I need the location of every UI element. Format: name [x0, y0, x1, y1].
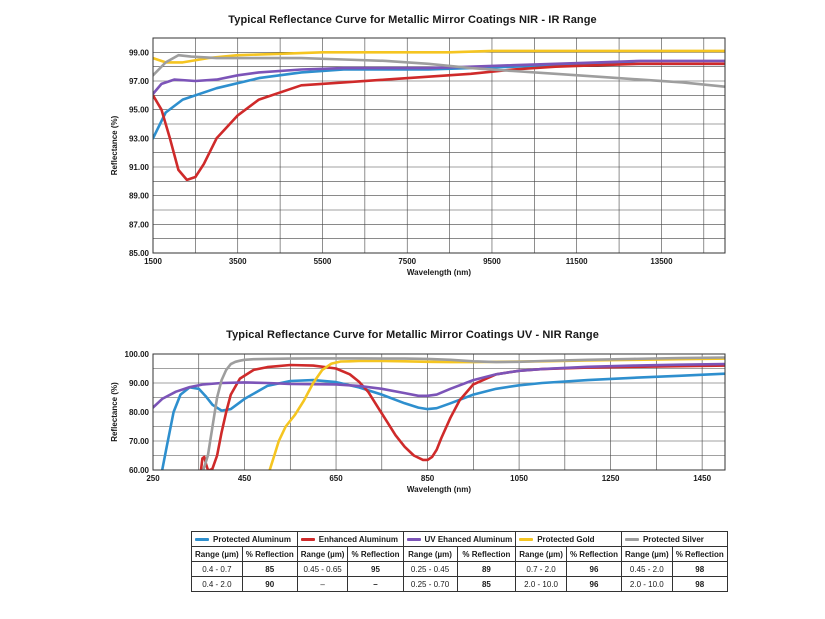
uv-nir-frame: [152, 353, 726, 471]
legend-enhanced-aluminum: Enhanced Aluminum: [296, 531, 404, 547]
nir-ir-ytick-label: 93.00: [129, 134, 150, 143]
uv-nir-ytick-label: 80.00: [129, 408, 150, 417]
legend-table: Protected Aluminum Enhanced Aluminum UV …: [191, 531, 728, 592]
cell: 0.45 - 0.65: [296, 561, 349, 577]
col-range: Range (µm): [191, 546, 243, 562]
nir-ir-ytick-label: 91.00: [129, 163, 150, 172]
uv-nir-ytick-label: 60.00: [129, 466, 150, 475]
nir-ir-ytick-label: 99.00: [129, 48, 150, 57]
uv-nir-xtick-label: 1250: [602, 474, 620, 483]
legend-label: UV Ehanced Aluminum: [424, 534, 513, 544]
nir-ir-series-protected-silver: [153, 53, 725, 88]
nir-ir-ytick-label: 97.00: [129, 77, 150, 86]
swatch-uv-enhanced-aluminum: [406, 537, 421, 541]
uv-nir-ytick-label: 90.00: [129, 379, 150, 388]
cell: 96: [565, 576, 622, 592]
cell: 0.25 - 0.45: [402, 561, 458, 577]
swatch-protected-gold: [519, 537, 534, 541]
col-range: Range (µm): [296, 546, 349, 562]
nir-ir-ytick-label: 87.00: [129, 220, 150, 229]
nir-ir-frame: [152, 37, 726, 254]
legend-colhead-row: Range (µm) % Reflection Range (µm) % Ref…: [191, 546, 728, 562]
nir-ir-ytick-label: 95.00: [129, 106, 150, 115]
nir-ir-xlabel: Wavelength (nm): [407, 268, 471, 277]
uv-nir-xtick-label: 1050: [510, 474, 528, 483]
legend-data-row-1: 0.4 - 0.7 85 0.45 - 0.65 95 0.25 - 0.45 …: [191, 561, 728, 577]
uv-nir-xtick-label: 250: [146, 474, 160, 483]
legend-protected-silver: Protected Silver: [620, 531, 728, 547]
cell: 0.4 - 0.7: [191, 561, 243, 577]
cell: 0.45 - 2.0: [620, 561, 673, 577]
chart-uv-nir: 250 450 650 850 1050 1250 1450 60.00 70.00 80.00 9…: [110, 350, 726, 494]
nir-ir-xtick-label: 13500: [650, 257, 673, 266]
nir-ir-xtick-label: 5500: [314, 257, 332, 266]
cell: 0.7 - 2.0: [515, 561, 567, 577]
uv-nir-ytick-label: 100.00: [125, 350, 150, 359]
cell: 89: [456, 561, 517, 577]
uv-nir-ytick-label: 70.00: [129, 437, 150, 446]
legend-uv-enhanced-aluminum: UV Ehanced Aluminum: [402, 531, 517, 547]
legend-protected-aluminum: Protected Aluminum: [191, 531, 298, 547]
nir-ir-xtick-label: 7500: [398, 257, 416, 266]
legend-data-row-2: 0.4 - 2.0 90 – – 0.25 - 0.70 85 2.0 - 10…: [191, 576, 728, 592]
legend-label: Protected Silver: [642, 534, 704, 544]
cell: 85: [456, 576, 517, 592]
swatch-protected-aluminum: [195, 537, 209, 541]
cell: 98: [671, 561, 728, 577]
chart-title-nir-ir: Typical Reflectance Curve for Metallic M…: [228, 14, 597, 26]
uv-nir-xtick-label: 650: [329, 474, 343, 483]
col-range: Range (µm): [620, 546, 673, 562]
nir-ir-xtick-label: 9500: [483, 257, 501, 266]
uv-nir-series-protected-silver: [202, 356, 725, 470]
nir-ir-series-enhanced-aluminum: [153, 62, 725, 182]
chart-nir-ir: 1500 3500 5500 7500 9500 11500 13500 85.00 87.00…: [110, 37, 726, 277]
uv-nir-ylabel: Reflectance (%): [110, 382, 119, 442]
legend-header-row: Protected Aluminum Enhanced Aluminum UV …: [191, 531, 728, 547]
swatch-enhanced-aluminum: [300, 537, 315, 541]
nir-ir-ytick-label: 89.00: [129, 192, 150, 201]
cell: –: [347, 576, 404, 592]
cell: 98: [671, 576, 728, 592]
swatch-protected-silver: [624, 537, 639, 541]
legend-label: Protected Aluminum: [213, 534, 291, 544]
uv-nir-xtick-label: 450: [238, 474, 252, 483]
nir-ir-xtick-label: 11500: [566, 257, 588, 266]
col-reflection: % Reflection: [347, 546, 404, 562]
nir-ir-xtick-label: 3500: [229, 257, 247, 266]
col-reflection: % Reflection: [565, 546, 622, 562]
cell: 0.4 - 2.0: [191, 576, 243, 592]
cell: 2.0 - 10.0: [515, 576, 567, 592]
cell: 0.25 - 0.70: [402, 576, 458, 592]
col-reflection: % Reflection: [456, 546, 517, 562]
col-range: Range (µm): [515, 546, 567, 562]
nir-ir-xtick-label: 1500: [144, 257, 162, 266]
cell: 2.0 - 10.0: [620, 576, 673, 592]
nir-ir-series-uv-ehanced-aluminum: [153, 59, 725, 96]
cell: –: [296, 576, 349, 592]
col-range: Range (µm): [402, 546, 458, 562]
cell: 95: [347, 561, 404, 577]
uv-nir-series-enhanced-aluminum: [199, 363, 725, 470]
legend-protected-gold: Protected Gold: [515, 531, 622, 547]
legend-label: Enhanced Aluminum: [318, 534, 399, 544]
cell: 85: [241, 561, 298, 577]
uv-nir-xlabel: Wavelength (nm): [407, 485, 471, 494]
col-reflection: % Reflection: [671, 546, 728, 562]
cell: 90: [241, 576, 298, 592]
legend-label: Protected Gold: [537, 534, 595, 544]
col-reflection: % Reflection: [241, 546, 298, 562]
chart-title-uv-nir: Typical Reflectance Curve for Metallic M…: [226, 329, 599, 341]
nir-ir-series-protected-gold: [153, 49, 725, 64]
cell: 96: [565, 561, 622, 577]
uv-nir-series-uv-ehanced-aluminum: [153, 362, 725, 409]
nir-ir-ytick-label: 85.00: [129, 249, 150, 258]
uv-nir-xtick-label: 1450: [693, 474, 711, 483]
nir-ir-ylabel: Reflectance (%): [110, 115, 119, 175]
uv-nir-xtick-label: 850: [421, 474, 435, 483]
